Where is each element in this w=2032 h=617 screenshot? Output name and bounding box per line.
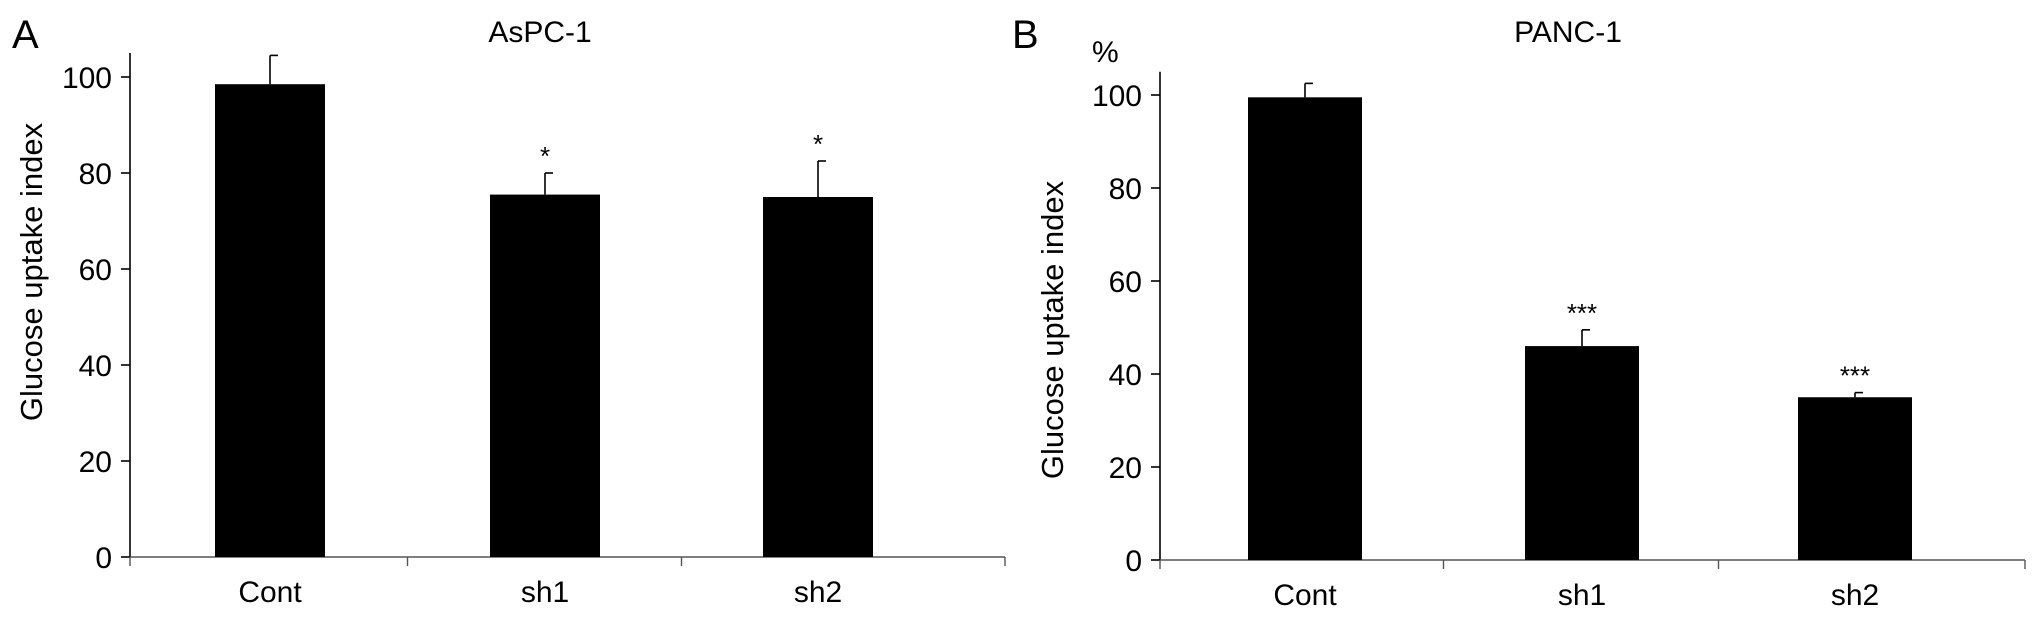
panel-b-title: PANC-1: [1514, 16, 1622, 49]
panel-a-y-tick-label: 100: [62, 62, 112, 95]
panel-a-category-label: sh2: [794, 576, 842, 609]
panel-a-bar-sh1: [490, 194, 600, 557]
panel-b-bar-sh2: [1798, 397, 1912, 560]
panel-a-y-tick-label: 60: [79, 254, 112, 287]
panel-a-bar-sh2: [763, 197, 873, 557]
panel-b-letter: B: [1012, 13, 1039, 57]
panel-a-letter: A: [12, 13, 39, 57]
panel-b-unit: %: [1092, 36, 1119, 69]
panel-b-significance-marker: ***: [1840, 361, 1870, 391]
panel-b-y-tick-label: 20: [1109, 452, 1142, 485]
panel-b-category-label: Cont: [1273, 579, 1337, 612]
panel-b-category-label: sh1: [1558, 579, 1606, 612]
panel-b-y-tick-label: 100: [1092, 80, 1142, 113]
panel-b-plot: 0 20 40 60 80 100 Cont *** sh1 *** sh2: [1092, 71, 2026, 612]
panel-b-y-axis-label: Glucose uptake index: [1035, 180, 1070, 479]
panel-b-category-label: sh2: [1831, 579, 1879, 612]
panel-b-significance-marker: ***: [1567, 298, 1597, 328]
panel-b-bar-sh1: [1525, 346, 1639, 560]
panel-b-y-tick-label: 40: [1109, 359, 1142, 392]
panel-a-y-axis-label: Glucose uptake index: [14, 122, 49, 421]
panel-a-plot: 0 20 40 60 80 100 Cont * sh1 * sh2: [62, 53, 1006, 609]
panel-b-y-tick-label: 80: [1109, 173, 1142, 206]
panel-b: B PANC-1 Glucose uptake index % 0 20 40 60 8…: [1012, 13, 2026, 612]
panel-a-title: AsPC-1: [488, 16, 591, 49]
panel-a-significance-marker: *: [540, 141, 550, 171]
panel-a-category-label: sh1: [521, 576, 569, 609]
panel-a: A AsPC-1 Glucose uptake index 0 20 40 60 80 1…: [12, 13, 1006, 609]
panel-b-y-tick-label: 60: [1109, 266, 1142, 299]
panel-a-category-label: Cont: [238, 576, 302, 609]
panel-a-y-tick-label: 20: [79, 446, 112, 479]
panel-a-bar-cont: [215, 84, 325, 557]
panel-a-y-tick-label: 80: [79, 158, 112, 191]
panel-b-bar-cont: [1248, 97, 1362, 560]
panel-a-significance-marker: *: [813, 129, 823, 159]
panel-a-y-tick-label: 40: [79, 350, 112, 383]
panel-b-y-tick-label: 0: [1125, 545, 1142, 578]
panel-a-y-tick-label: 0: [95, 542, 112, 575]
